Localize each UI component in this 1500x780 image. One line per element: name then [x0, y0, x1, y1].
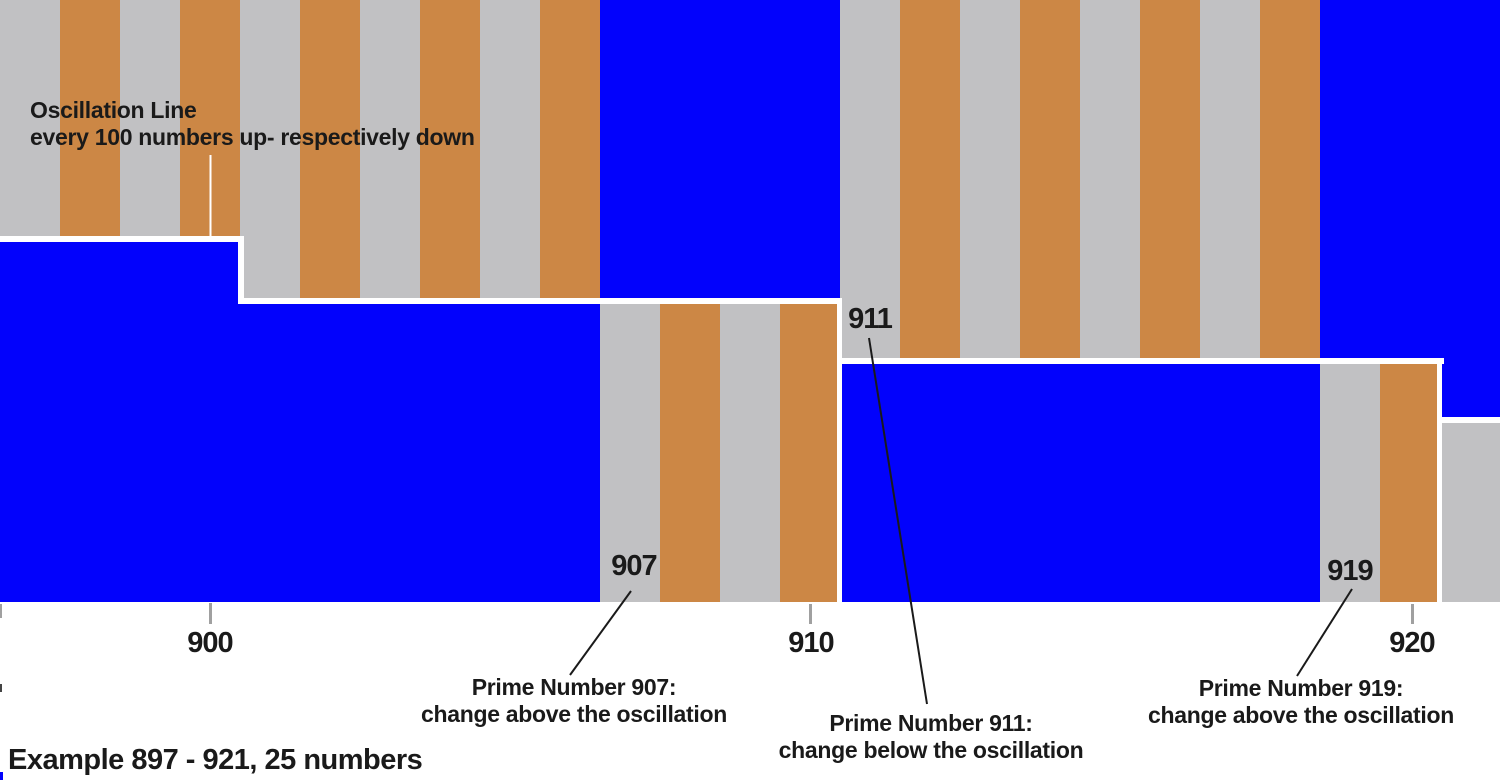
axis-tick-920	[1411, 604, 1414, 624]
blue-region-6	[1442, 358, 1500, 417]
axis-label-910: 910	[788, 627, 834, 659]
edge-artifact-3	[0, 772, 3, 780]
annotation-919-line1: Prime Number 919:	[1198, 675, 1404, 701]
prime-label-911: 911	[848, 303, 893, 335]
prime-label-907: 907	[611, 550, 657, 582]
annotation-907-line1: Prime Number 907:	[471, 674, 677, 700]
edge-artifact-2	[0, 684, 2, 692]
pointer-line-919	[1296, 588, 1353, 677]
axis-label-900: 900	[187, 627, 233, 659]
title-line-2: every 100 numbers up- respectively down	[30, 124, 475, 150]
oscillation-line-segment-6	[1437, 358, 1442, 602]
prime-label-919: 919	[1327, 555, 1373, 587]
axis-label-920: 920	[1389, 627, 1435, 659]
annotation-907: Prime Number 907: change above the oscil…	[354, 674, 794, 728]
oscillation-line-segment-3	[238, 298, 842, 304]
annotation-911-line1: Prime Number 911:	[829, 710, 1033, 736]
edge-artifact-1	[0, 604, 2, 618]
annotation-919: Prime Number 919: change above the oscil…	[1081, 675, 1500, 729]
blue-region-5	[1320, 0, 1500, 358]
chart-title: Oscillation Line every 100 numbers up- r…	[30, 97, 475, 151]
example-caption: Example 897 - 921, 25 numbers	[8, 744, 423, 776]
blue-region-2	[0, 304, 600, 602]
annotation-911: Prime Number 911: change below the oscil…	[711, 710, 1151, 764]
oscillation-line-segment-1	[0, 236, 244, 242]
oscillation-line-segment-5	[837, 358, 1444, 364]
annotation-907-line2: change above the oscillation	[420, 701, 727, 727]
blue-region-4	[842, 364, 1320, 602]
axis-tick-900	[209, 603, 212, 624]
annotation-919-line2: change above the oscillation	[1147, 702, 1454, 728]
title-line-1: Oscillation Line	[30, 97, 197, 123]
oscillation-line-segment-2	[238, 236, 244, 304]
blue-region-3	[600, 0, 840, 298]
pointer-line-911	[868, 337, 928, 705]
oscillation-line-segment-4	[837, 298, 842, 602]
oscillation-line-segment-7	[1441, 417, 1500, 423]
pointer-line-907	[569, 590, 632, 676]
axis-tick-910	[809, 604, 812, 624]
annotation-911-line2: change below the oscillation	[778, 737, 1084, 763]
